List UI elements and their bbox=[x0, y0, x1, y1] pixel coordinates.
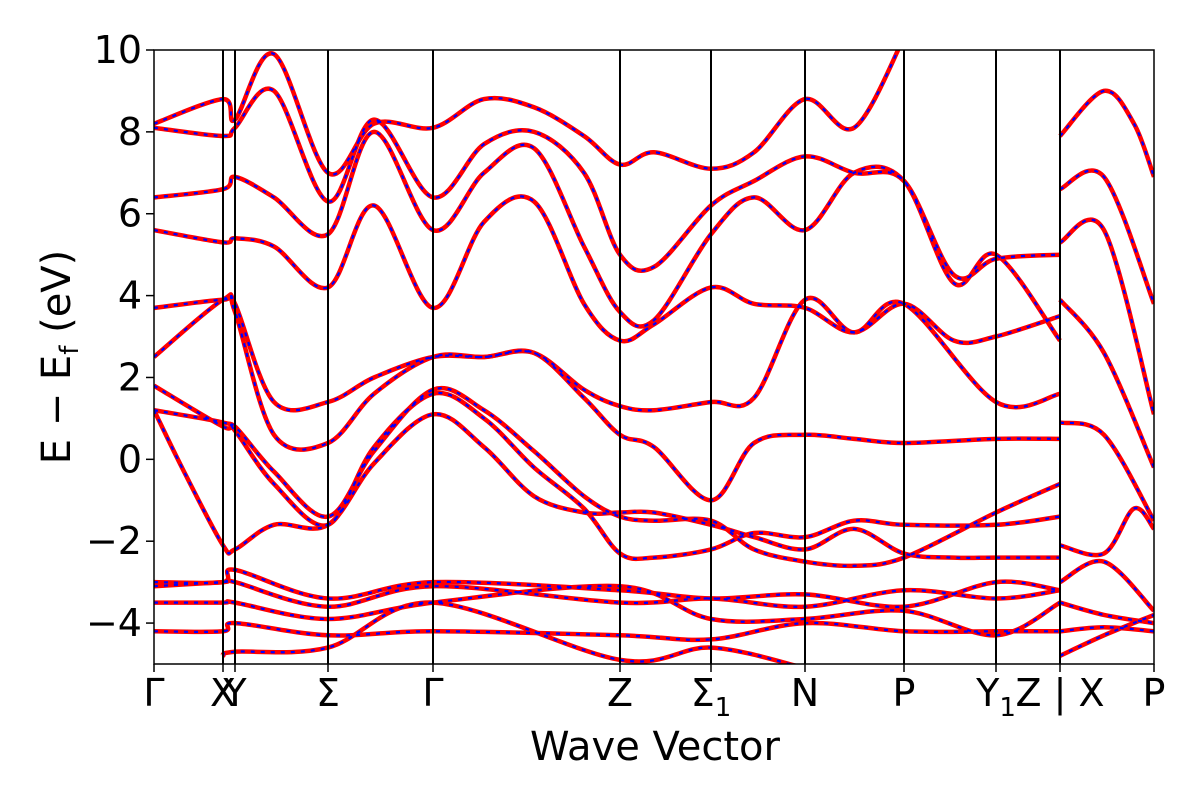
x-tick-label: Σ1 bbox=[691, 671, 732, 723]
band-line-dotted-23 bbox=[1059, 626, 1154, 633]
y-tick-label: −2 bbox=[86, 519, 142, 563]
y-axis-label-sub: f bbox=[55, 345, 85, 355]
y-tick-label: 0 bbox=[118, 437, 142, 481]
band-line-6 bbox=[154, 129, 1062, 342]
y-axis-label: E − Ef (eV) bbox=[34, 250, 85, 465]
band-line-dotted-22 bbox=[1059, 613, 1154, 657]
x-tick-label: Γ bbox=[143, 671, 164, 715]
x-tick-label: P bbox=[1143, 671, 1166, 715]
x-tick-label: Γ bbox=[422, 671, 443, 715]
x-tick-label: X bbox=[210, 671, 236, 715]
y-tick-label: 6 bbox=[118, 192, 142, 236]
y-axis-label-main: E − E bbox=[34, 355, 80, 465]
x-tick-label: Σ bbox=[316, 671, 340, 715]
band-line-dotted-0 bbox=[154, 409, 1060, 560]
band-line-18 bbox=[1058, 217, 1154, 415]
band-line-19 bbox=[1058, 168, 1154, 305]
y-tick-label: 8 bbox=[118, 110, 142, 154]
band-line-dotted-4 bbox=[154, 293, 1061, 412]
band-line-14 bbox=[1058, 558, 1154, 613]
x-tick-label: Z bbox=[607, 671, 633, 715]
band-line-2 bbox=[154, 390, 1061, 562]
band-line-5 bbox=[154, 194, 1061, 346]
y-tick-label: 2 bbox=[118, 355, 142, 399]
axes: −4 −2 0 2 4 6 8 10 Γ XY Σ Γ Z Σ1 N P Y1 Z | X P bbox=[86, 28, 1165, 723]
band-line-dotted-16 bbox=[1059, 421, 1154, 522]
y-tick-label: 4 bbox=[118, 274, 142, 318]
band-line-dotted-20 bbox=[1059, 89, 1154, 178]
x-tick-label: Y bbox=[222, 671, 247, 715]
band-line-4 bbox=[154, 292, 1061, 413]
band-line-dotted-11 bbox=[154, 584, 1061, 637]
band-line-dotted-2 bbox=[154, 391, 1061, 560]
band-line-1 bbox=[154, 383, 1061, 569]
band-line-11 bbox=[154, 583, 1062, 638]
y-axis-label-unit: (eV) bbox=[34, 250, 80, 346]
x-tick-label: Z | X bbox=[1015, 671, 1104, 716]
y-tick-label: −4 bbox=[86, 601, 142, 645]
band-line-dotted-8 bbox=[154, 50, 900, 176]
band-line-dotted-12 bbox=[154, 621, 1061, 642]
plot-area bbox=[154, 50, 1154, 664]
bands-group bbox=[154, 50, 1154, 664]
band-line-dotted-3 bbox=[154, 293, 1061, 502]
y-tick-label: 10 bbox=[94, 28, 142, 72]
x-tick-label: P bbox=[893, 671, 916, 715]
band-line-17 bbox=[1058, 298, 1154, 469]
plot-frame bbox=[153, 49, 1155, 665]
band-line-dotted-17 bbox=[1059, 298, 1154, 468]
band-line-7 bbox=[154, 86, 1061, 281]
band-line-15 bbox=[1059, 505, 1154, 558]
band-line-3 bbox=[154, 292, 1061, 503]
x-axis-label: Wave Vector bbox=[530, 724, 781, 770]
x-tick-label: N bbox=[791, 671, 819, 715]
band-line-dotted-15 bbox=[1059, 506, 1154, 557]
x-tick-label: Y1 bbox=[975, 671, 1016, 723]
band-line-dotted-14 bbox=[1059, 559, 1154, 612]
band-line-dotted-6 bbox=[154, 130, 1061, 342]
band-line-dotted-21 bbox=[1059, 601, 1154, 625]
